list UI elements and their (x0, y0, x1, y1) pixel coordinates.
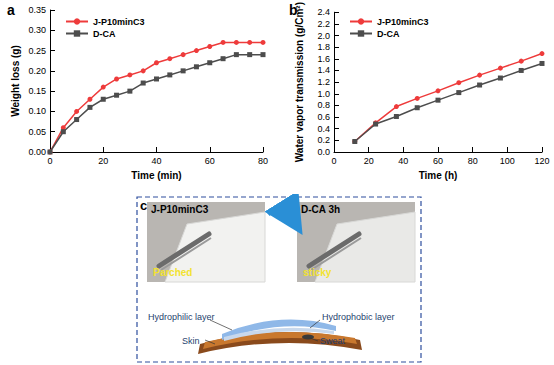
svg-text:0: 0 (331, 156, 336, 166)
svg-text:c: c (140, 198, 147, 213)
svg-text:40: 40 (151, 156, 161, 166)
svg-text:0.00: 0.00 (28, 147, 46, 157)
svg-text:0.8: 0.8 (317, 100, 330, 110)
svg-text:Time (min): Time (min) (131, 170, 181, 181)
svg-text:0: 0 (47, 156, 52, 166)
svg-text:20: 20 (364, 156, 374, 166)
svg-text:0.35: 0.35 (28, 5, 46, 15)
svg-text:Parched: Parched (153, 267, 192, 278)
svg-text:0.25: 0.25 (28, 46, 46, 56)
svg-text:2.2: 2.2 (317, 19, 330, 29)
svg-text:0.30: 0.30 (28, 25, 46, 35)
svg-text:1.0: 1.0 (317, 89, 330, 99)
svg-text:0.4: 0.4 (317, 124, 330, 134)
svg-text:2.0: 2.0 (317, 31, 330, 41)
svg-text:J-P10minC3: J-P10minC3 (377, 17, 429, 27)
svg-text:0.6: 0.6 (317, 112, 330, 122)
svg-text:1.6: 1.6 (317, 54, 330, 64)
svg-text:40: 40 (398, 156, 408, 166)
svg-text:D-CA 3h: D-CA 3h (301, 204, 340, 215)
svg-text:2.4: 2.4 (317, 7, 330, 17)
svg-text:0.05: 0.05 (28, 127, 46, 137)
svg-text:Water vapor transmission (g/Cm: Water vapor transmission (g/Cm²) (294, 2, 305, 162)
svg-text:D-CA: D-CA (377, 29, 400, 39)
svg-text:1.8: 1.8 (317, 42, 330, 52)
svg-text:60: 60 (205, 156, 215, 166)
svg-text:80: 80 (258, 156, 268, 166)
svg-text:Hydrophilic layer: Hydrophilic layer (148, 312, 215, 322)
svg-text:Skin: Skin (182, 336, 200, 346)
svg-text:Hydrophobic layer: Hydrophobic layer (322, 312, 395, 322)
svg-text:sticky: sticky (303, 267, 332, 278)
svg-text:120: 120 (534, 156, 549, 166)
svg-text:D-CA: D-CA (93, 29, 116, 39)
svg-text:J-P10minC3: J-P10minC3 (151, 204, 209, 215)
svg-text:20: 20 (98, 156, 108, 166)
svg-text:100: 100 (500, 156, 515, 166)
svg-text:0.0: 0.0 (317, 147, 330, 157)
svg-text:a: a (7, 2, 15, 18)
svg-text:0.2: 0.2 (317, 135, 330, 145)
svg-text:1.4: 1.4 (317, 65, 330, 75)
svg-text:0.10: 0.10 (28, 106, 46, 116)
svg-text:80: 80 (468, 156, 478, 166)
svg-text:1.2: 1.2 (317, 77, 330, 87)
svg-text:0.15: 0.15 (28, 86, 46, 96)
svg-text:Sweat: Sweat (320, 336, 346, 346)
svg-text:b: b (289, 2, 298, 18)
svg-text:Time (h): Time (h) (419, 170, 458, 181)
svg-text:60: 60 (433, 156, 443, 166)
svg-text:J-P10minC3: J-P10minC3 (93, 17, 145, 27)
svg-text:Weight loss (g): Weight loss (g) (10, 45, 21, 116)
svg-text:0.20: 0.20 (28, 66, 46, 76)
